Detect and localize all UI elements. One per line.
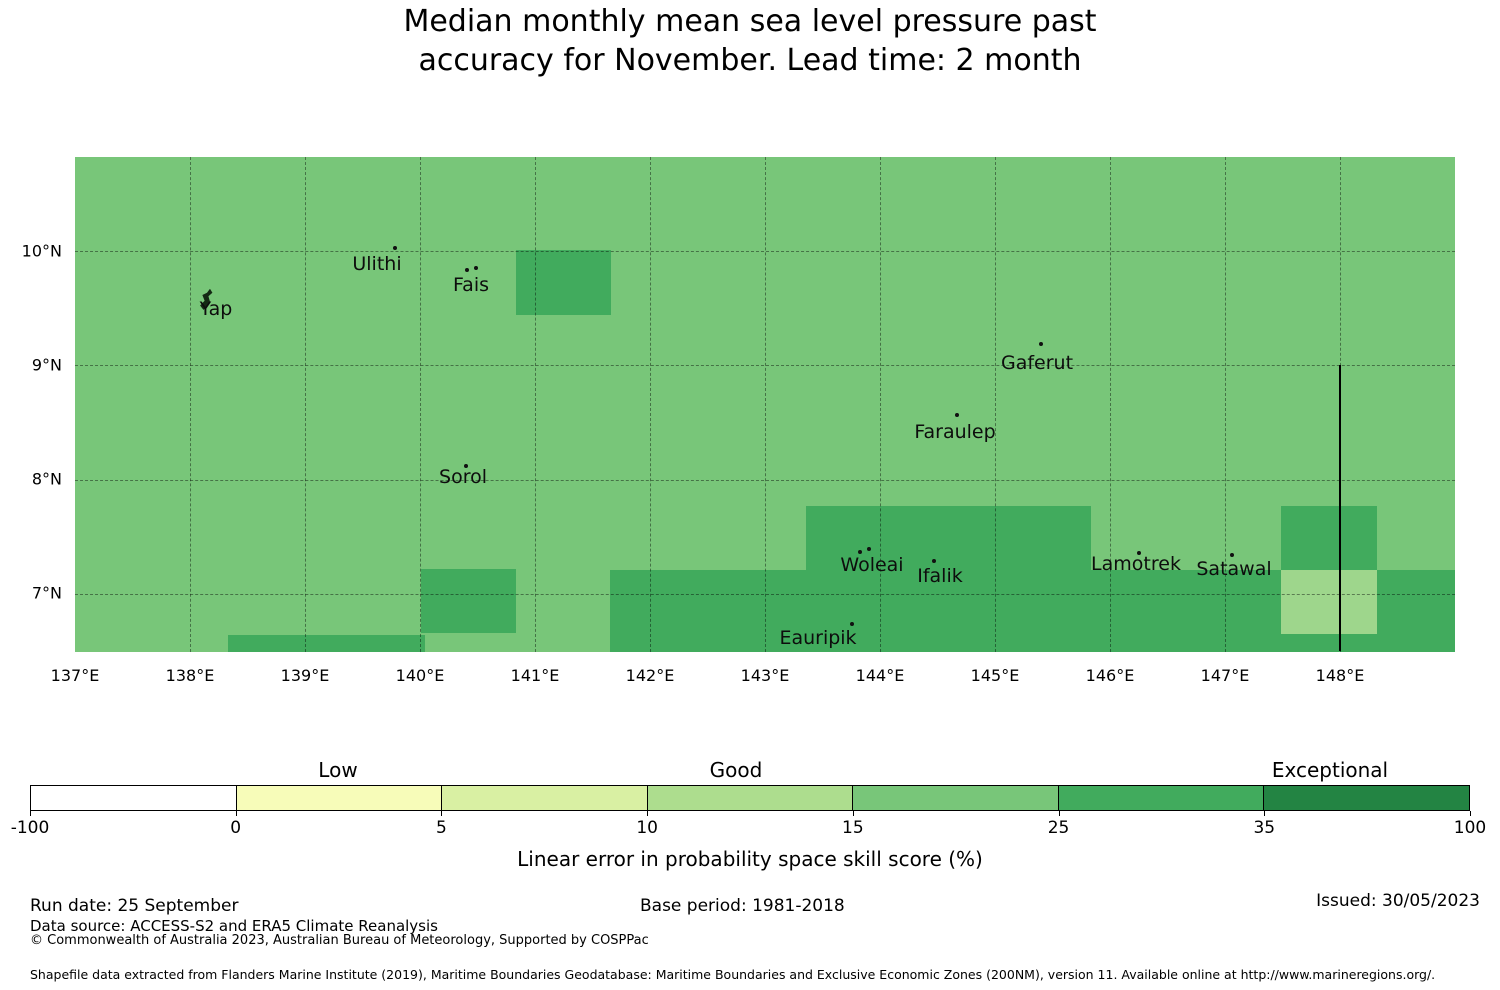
base-period-text: Base period: 1981-2018 bbox=[640, 896, 845, 916]
skill-patch-satawal-light bbox=[1281, 570, 1377, 634]
colorbar-tick-mark bbox=[1058, 811, 1060, 816]
island-marker-sorol bbox=[464, 464, 468, 468]
skill-patch-southwest-row bbox=[228, 635, 425, 652]
colorbar-category-label: Exceptional bbox=[1271, 758, 1389, 782]
colorbar-segment bbox=[442, 786, 648, 810]
longitude-gridline bbox=[535, 157, 536, 652]
colorbar-tick-label: 10 bbox=[636, 818, 658, 838]
colorbar-tick-label: 0 bbox=[230, 818, 242, 838]
page-title-line2: accuracy for November. Lead time: 2 mont… bbox=[418, 43, 1082, 78]
island-label-satawal: Satawal bbox=[1196, 558, 1272, 580]
y-tick-label: 9°N bbox=[31, 355, 62, 375]
colorbar-tick-mark bbox=[647, 811, 649, 816]
island-label-yap: Yap bbox=[199, 298, 233, 320]
colorbar-segment bbox=[1264, 786, 1470, 810]
longitude-gridline bbox=[650, 157, 651, 652]
skill-patch-sorol-south bbox=[421, 569, 516, 633]
x-tick-label: 137°E bbox=[50, 666, 100, 685]
latitude-gridline bbox=[75, 594, 1455, 595]
colorbar bbox=[30, 785, 1470, 811]
island-label-fais: Fais bbox=[452, 274, 490, 296]
longitude-gridline bbox=[1225, 157, 1226, 652]
copyright-text: © Commonwealth of Australia 2023, Austra… bbox=[30, 933, 649, 948]
island-marker-fais bbox=[474, 266, 478, 270]
longitude-gridline bbox=[420, 157, 421, 652]
colorbar-tick-label: 35 bbox=[1253, 818, 1276, 838]
island-marker-gaferut bbox=[1039, 342, 1043, 346]
x-tick-label: 139°E bbox=[280, 666, 330, 685]
colorbar-tick-label: 100 bbox=[1453, 818, 1487, 838]
issued-date-text: Issued: 30/05/2023 bbox=[1316, 891, 1480, 911]
island-marker-eauripik bbox=[850, 622, 854, 626]
colorbar-segment bbox=[31, 786, 237, 810]
colorbar-axis-label: Linear error in probability space skill … bbox=[517, 847, 983, 871]
colorbar-tick-label: 25 bbox=[1047, 818, 1070, 838]
colorbar-segment bbox=[853, 786, 1059, 810]
island-marker-ulithi bbox=[393, 246, 397, 250]
island-label-gaferut: Gaferut bbox=[1000, 352, 1074, 374]
island-marker-woleai bbox=[858, 550, 862, 554]
x-tick-label: 142°E bbox=[625, 666, 675, 685]
x-tick-label: 145°E bbox=[970, 666, 1020, 685]
skill-patch-fais bbox=[516, 250, 611, 315]
island-label-lamotrek: Lamotrek bbox=[1091, 553, 1181, 575]
y-tick-label: 7°N bbox=[31, 583, 62, 603]
colorbar-tick-mark bbox=[30, 811, 31, 816]
longitude-gridline bbox=[995, 157, 996, 652]
x-tick-label: 144°E bbox=[855, 666, 905, 685]
colorbar-tick-mark bbox=[852, 811, 854, 816]
colorbar-segment bbox=[647, 786, 854, 810]
island-label-woleai: Woleai bbox=[840, 554, 904, 576]
island-marker-woleai bbox=[867, 547, 871, 551]
colorbar-category-label: Good bbox=[709, 758, 763, 782]
colorbar-tick-label: -100 bbox=[10, 818, 50, 838]
skill-map: Yap Ulithi Fais Sorol Gaferut Faraulep Woleai I… bbox=[75, 157, 1455, 652]
latitude-gridline bbox=[75, 251, 1455, 252]
shapefile-note-text: Shapefile data extracted from Flanders M… bbox=[30, 967, 1436, 982]
run-date-text: Run date: 25 September bbox=[30, 896, 239, 916]
page-title: Median monthly mean sea level pressure p… bbox=[0, 2, 1500, 80]
x-tick-label: 147°E bbox=[1200, 666, 1250, 685]
x-tick-label: 140°E bbox=[395, 666, 445, 685]
x-tick-label: 148°E bbox=[1315, 666, 1365, 685]
x-tick-label: 143°E bbox=[740, 666, 790, 685]
island-marker-satawal bbox=[1230, 553, 1234, 557]
colorbar-tick-mark bbox=[441, 811, 443, 816]
data-source-text: Data source: ACCESS-S2 and ERA5 Climate … bbox=[30, 917, 438, 935]
colorbar-tick-mark bbox=[235, 811, 237, 816]
colorbar-segment bbox=[1058, 786, 1265, 810]
colorbar-tick-mark bbox=[1264, 811, 1266, 816]
island-label-sorol: Sorol bbox=[439, 466, 487, 488]
colorbar-tick-label: 5 bbox=[436, 818, 447, 838]
latitude-gridline bbox=[75, 365, 1455, 366]
longitude-gridline bbox=[305, 157, 306, 652]
skill-patch-satawal-upper bbox=[1281, 506, 1377, 570]
island-label-ulithi: Ulithi bbox=[352, 253, 402, 275]
y-tick-label: 10°N bbox=[21, 241, 62, 261]
y-tick-label: 8°N bbox=[31, 469, 62, 489]
longitude-gridline bbox=[1110, 157, 1111, 652]
page-title-line1: Median monthly mean sea level pressure p… bbox=[403, 4, 1097, 39]
longitude-gridline bbox=[765, 157, 766, 652]
x-tick-label: 146°E bbox=[1085, 666, 1135, 685]
island-label-ifalik: Ifalik bbox=[917, 565, 963, 587]
longitude-gridline bbox=[880, 157, 881, 652]
latitude-gridline bbox=[75, 480, 1455, 481]
boundary-line-148e bbox=[1339, 365, 1341, 651]
colorbar-segment bbox=[236, 786, 443, 810]
skill-patch-woleai-upper bbox=[806, 506, 1091, 570]
longitude-gridline bbox=[190, 157, 191, 652]
island-marker-faraulep bbox=[955, 413, 959, 417]
colorbar-tick-label: 15 bbox=[842, 818, 864, 838]
island-label-eauripik: Eauripik bbox=[779, 627, 857, 649]
island-marker-fais bbox=[465, 268, 469, 272]
island-marker-lamotrek bbox=[1137, 551, 1141, 555]
island-label-faraulep: Faraulep bbox=[914, 421, 996, 443]
x-tick-label: 141°E bbox=[510, 666, 560, 685]
island-marker-ifalik bbox=[932, 559, 936, 563]
colorbar-category-label: Low bbox=[318, 758, 358, 782]
colorbar-tick-mark bbox=[1470, 811, 1471, 816]
x-tick-label: 138°E bbox=[165, 666, 215, 685]
